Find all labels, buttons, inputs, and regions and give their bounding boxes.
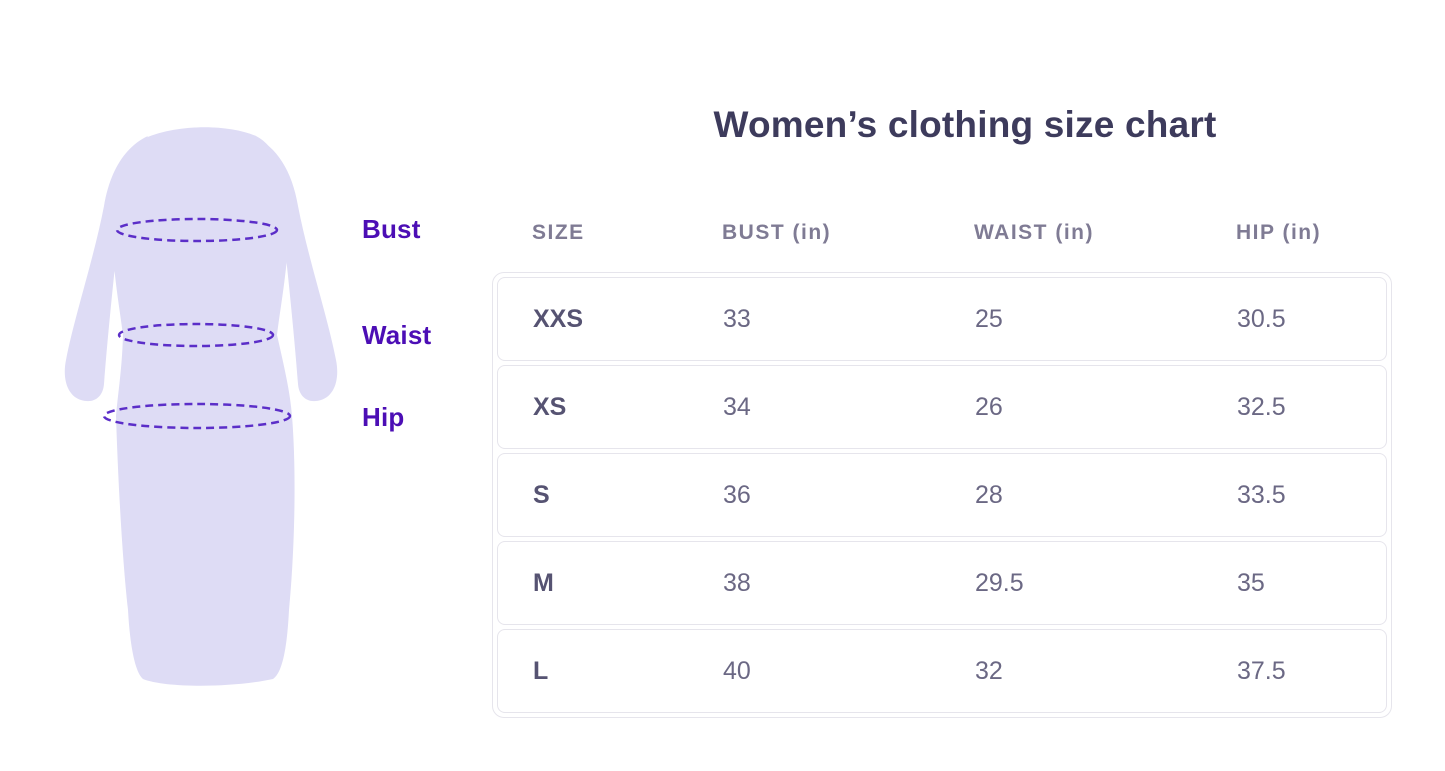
page-title: Women’s clothing size chart: [713, 104, 1217, 145]
cell-waist: 29.5: [975, 568, 1024, 597]
cell-size: M: [533, 568, 554, 597]
cell-waist: 25: [975, 304, 1003, 333]
size-table: XXS 33 25 30.5 XS 34 26 32.5 S 36 28 33.…: [492, 272, 1392, 718]
cell-hip: 30.5: [1237, 304, 1286, 333]
dress-body-shape: [111, 127, 295, 686]
dress-illustration: [50, 118, 350, 698]
column-header-size: SIZE: [532, 221, 585, 244]
waist-measurement-line-icon: [117, 322, 275, 348]
cell-bust: 34: [723, 392, 751, 421]
cell-hip: 35: [1237, 568, 1265, 597]
cell-hip: 32.5: [1237, 392, 1286, 421]
cell-waist: 32: [975, 656, 1003, 685]
cell-hip: 33.5: [1237, 480, 1286, 509]
hip-label: Hip: [362, 402, 405, 432]
cell-size: XS: [533, 392, 567, 421]
table-row: S 36 28 33.5: [497, 453, 1387, 537]
dress-silhouette-svg: [64, 127, 338, 686]
bust-label: Bust: [362, 214, 421, 244]
table-row: L 40 32 37.5: [497, 629, 1387, 713]
column-header-hip: HIP (in): [1236, 221, 1322, 244]
cell-waist: 26: [975, 392, 1003, 421]
cell-waist: 28: [975, 480, 1003, 509]
table-row: XS 34 26 32.5: [497, 365, 1387, 449]
table-row: XXS 33 25 30.5: [497, 277, 1387, 361]
dress-right-sleeve-shape: [253, 136, 338, 402]
cell-hip: 37.5: [1237, 656, 1286, 685]
cell-bust: 33: [723, 304, 751, 333]
hip-measurement-line-icon: [102, 402, 292, 430]
cell-size: S: [533, 480, 550, 509]
cell-bust: 38: [723, 568, 751, 597]
cell-bust: 40: [723, 656, 751, 685]
cell-size: L: [533, 656, 549, 685]
column-header-bust: BUST (in): [722, 221, 832, 244]
column-header-waist: WAIST (in): [974, 221, 1094, 244]
cell-bust: 36: [723, 480, 751, 509]
table-header-row: SIZE BUST (in) WAIST (in) HIP (in): [497, 219, 1387, 247]
cell-size: XXS: [533, 304, 584, 333]
bust-measurement-line-icon: [115, 217, 279, 243]
waist-label: Waist: [362, 320, 432, 350]
table-row: M 38 29.5 35: [497, 541, 1387, 625]
dress-left-sleeve-shape: [64, 136, 148, 402]
